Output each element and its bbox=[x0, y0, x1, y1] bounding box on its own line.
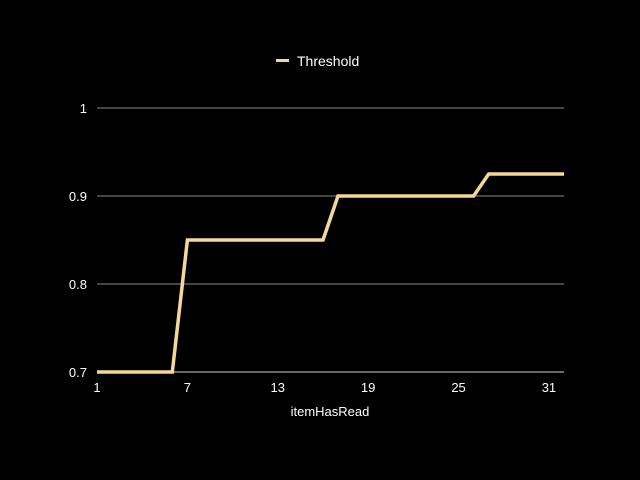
x-tick-label: 19 bbox=[361, 380, 375, 395]
legend: Threshold bbox=[276, 53, 359, 69]
y-tick-label: 0.9 bbox=[69, 189, 87, 204]
x-tick-labels: 1 7 13 19 25 31 bbox=[93, 380, 556, 395]
y-tick-label: 1 bbox=[80, 101, 87, 116]
y-tick-label: 0.8 bbox=[69, 277, 87, 292]
legend-swatch-threshold bbox=[276, 59, 289, 62]
x-tick-label: 25 bbox=[451, 380, 465, 395]
x-tick-label: 1 bbox=[93, 380, 100, 395]
y-tick-labels: 0.7 0.8 0.9 1 bbox=[69, 101, 87, 380]
x-tick-label: 7 bbox=[184, 380, 191, 395]
y-tick-label: 0.7 bbox=[69, 365, 87, 380]
x-tick-label: 31 bbox=[542, 380, 556, 395]
series-line-threshold bbox=[97, 172, 564, 374]
x-tick-label: 13 bbox=[271, 380, 285, 395]
x-axis-title: itemHasRead bbox=[291, 404, 370, 419]
grid-lines bbox=[97, 107, 564, 373]
legend-label-threshold: Threshold bbox=[297, 53, 359, 69]
